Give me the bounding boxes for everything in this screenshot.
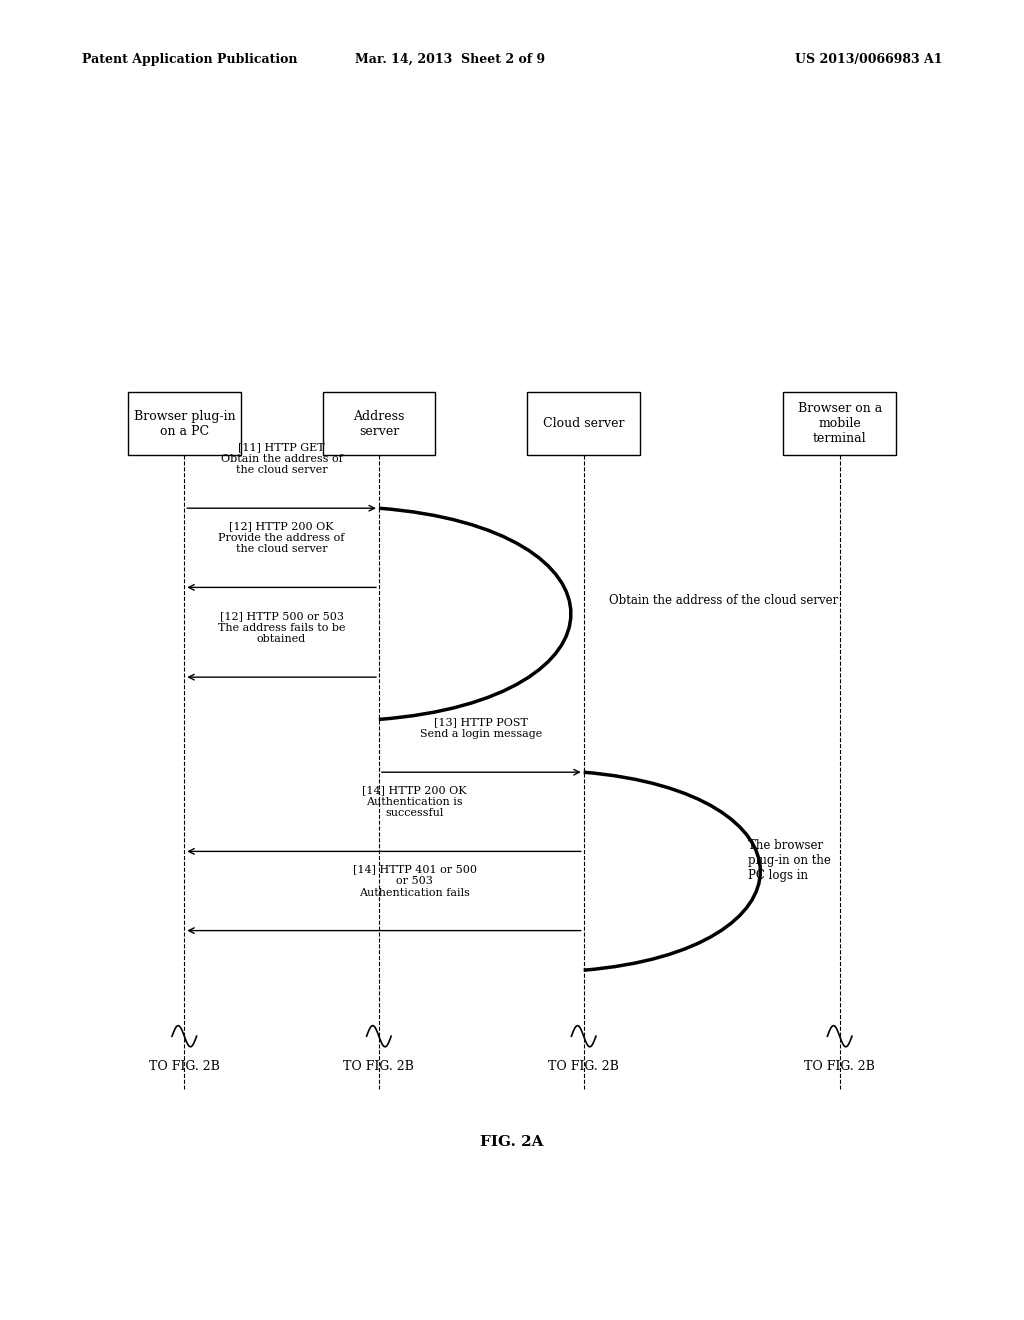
Text: TO FIG. 2B: TO FIG. 2B <box>148 1060 220 1073</box>
Text: Browser plug-in
on a PC: Browser plug-in on a PC <box>133 409 236 438</box>
Text: TO FIG. 2B: TO FIG. 2B <box>548 1060 620 1073</box>
Text: US 2013/0066983 A1: US 2013/0066983 A1 <box>795 53 942 66</box>
Text: [13] HTTP POST
Send a login message: [13] HTTP POST Send a login message <box>420 718 543 739</box>
Text: [14] HTTP 401 or 500
or 503
Authentication fails: [14] HTTP 401 or 500 or 503 Authenticati… <box>352 865 477 898</box>
Text: Address
server: Address server <box>353 409 404 438</box>
Text: [12] HTTP 200 OK
Provide the address of
the cloud server: [12] HTTP 200 OK Provide the address of … <box>218 521 345 554</box>
FancyBboxPatch shape <box>527 392 640 455</box>
FancyBboxPatch shape <box>128 392 241 455</box>
Text: Mar. 14, 2013  Sheet 2 of 9: Mar. 14, 2013 Sheet 2 of 9 <box>355 53 546 66</box>
FancyBboxPatch shape <box>323 392 435 455</box>
Text: [14] HTTP 200 OK
Authentication is
successful: [14] HTTP 200 OK Authentication is succe… <box>362 785 467 818</box>
Text: Patent Application Publication: Patent Application Publication <box>82 53 297 66</box>
FancyBboxPatch shape <box>783 392 896 455</box>
Text: Cloud server: Cloud server <box>543 417 625 430</box>
Text: The browser
plug-in on the
PC logs in: The browser plug-in on the PC logs in <box>748 840 830 882</box>
Text: TO FIG. 2B: TO FIG. 2B <box>343 1060 415 1073</box>
Text: FIG. 2A: FIG. 2A <box>480 1135 544 1148</box>
Text: [12] HTTP 500 or 503
The address fails to be
obtained: [12] HTTP 500 or 503 The address fails t… <box>218 611 345 644</box>
Text: [11] HTTP GET
Obtain the address of
the cloud server: [11] HTTP GET Obtain the address of the … <box>221 442 342 475</box>
Text: Obtain the address of the cloud server: Obtain the address of the cloud server <box>609 594 839 607</box>
Text: TO FIG. 2B: TO FIG. 2B <box>804 1060 876 1073</box>
Text: Browser on a
mobile
terminal: Browser on a mobile terminal <box>798 403 882 445</box>
